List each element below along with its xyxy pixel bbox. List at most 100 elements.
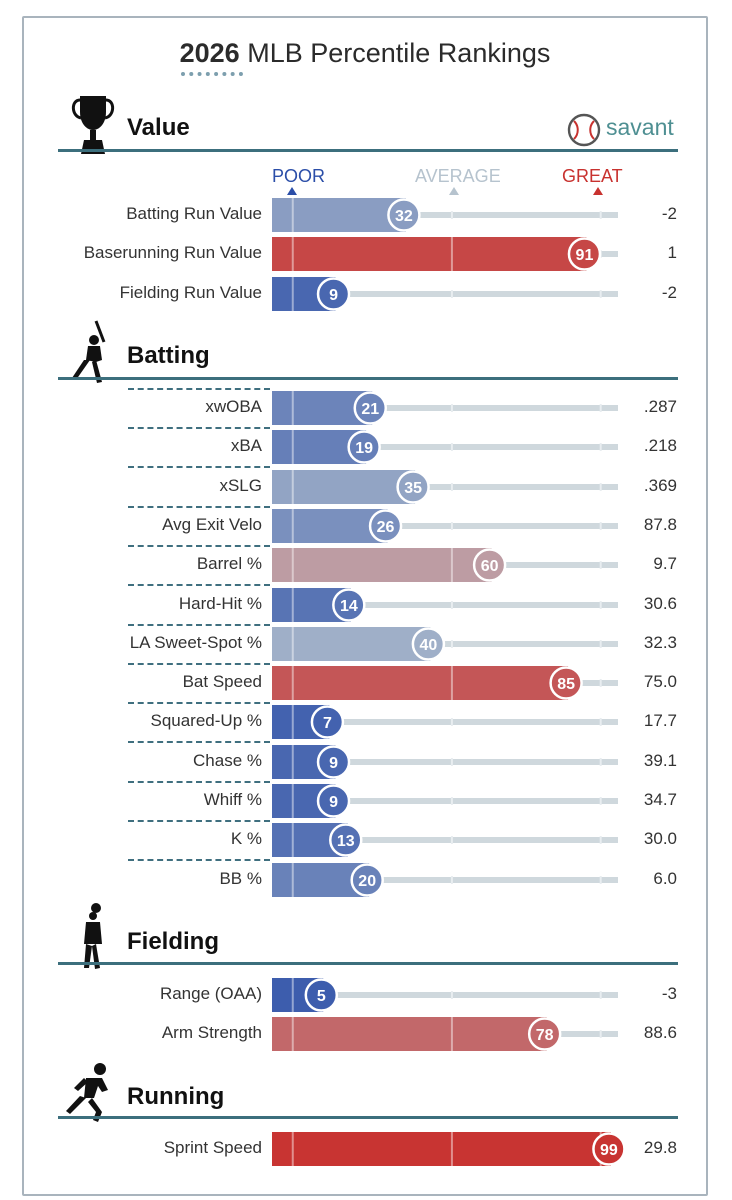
row-separator: [128, 623, 270, 626]
bar-gridline: [291, 391, 294, 425]
row-label-range-oaa: Range (OAA): [159, 984, 262, 1003]
bar-xba: 19: [272, 430, 618, 465]
track-tick: [599, 289, 602, 298]
track-tick: [450, 600, 453, 609]
stat-value-range-oaa: -3: [661, 984, 677, 1003]
percentile-label-chase: 9: [329, 755, 338, 772]
track-tick: [450, 797, 453, 805]
track-fielding-run-value: [272, 290, 618, 297]
bar-gridline: [291, 862, 294, 897]
batter-icon: [72, 320, 106, 383]
bar-fill-barrel: [272, 548, 492, 583]
stat-value-arm-strength: 88.6: [643, 1023, 677, 1043]
track-tick: [450, 639, 453, 648]
track-tick: [599, 836, 602, 845]
stat-value-sprint-speed: 29.8: [643, 1138, 677, 1157]
row-separator: [128, 859, 270, 862]
percentile-label-xwoba: 21: [361, 401, 379, 418]
stat-value-la-sweet-spot: 32.3: [643, 632, 677, 652]
percentile-marker-k: [329, 823, 363, 858]
row-label-chase: Chase %: [193, 750, 262, 770]
percentile-marker-bat-speed: [549, 666, 583, 700]
percentile-label-la-sweet-spot: 40: [420, 637, 438, 654]
title-underline: [181, 72, 243, 76]
bar-baserunning-run-value: 91: [272, 237, 618, 272]
percentile-marker-batting-run-value: [387, 198, 421, 232]
track-batting-run-value: [272, 212, 618, 218]
percentile-marker-whiff: [316, 784, 351, 818]
percentile-label-arm-strength: 78: [536, 1027, 554, 1044]
percentile-marker-hard-hit: [332, 587, 366, 622]
track-tick: [450, 757, 453, 766]
bar-fielding-run-value: 9: [272, 276, 618, 311]
track-tick: [599, 797, 602, 805]
percentile-marker-xba: [347, 430, 381, 465]
row-separator: [128, 662, 270, 665]
bar-gridline: [291, 198, 294, 232]
track-chase: [272, 758, 618, 765]
chart-title: 2026 MLB Percentile Rankings: [24, 38, 706, 69]
track-whiff: [272, 798, 618, 804]
row-label-batting-run-value: Batting Run Value: [126, 204, 262, 223]
bar-gridline: [291, 705, 294, 740]
row-label-bat-speed: Bat Speed: [182, 672, 262, 692]
bar-k: 13: [272, 823, 618, 858]
bar-squared-up: 7: [272, 705, 618, 740]
track-squared-up: [272, 719, 618, 726]
percentile-label-whiff: 9: [329, 794, 338, 811]
bar-gridline: [291, 276, 294, 311]
row-separator: [128, 820, 270, 822]
track-range-oaa: [272, 992, 618, 998]
stat-value-xwoba: .287: [643, 397, 677, 416]
percentile-label-xba: 19: [355, 440, 373, 457]
bar-gridline: [291, 784, 294, 818]
track-tick: [599, 600, 602, 609]
stat-value-xslg: .369: [643, 475, 677, 495]
stat-value-barrel: 9.7: [653, 554, 677, 574]
bar-gridline: [450, 1017, 453, 1052]
bar-fill-arm-strength: [272, 1017, 547, 1052]
bar-gridline: [291, 587, 294, 622]
track-tick: [599, 482, 602, 491]
section-title-value: Value: [127, 114, 190, 141]
stat-value-fielding-run-value: -2: [661, 282, 677, 302]
bar-sprint-speed: 99: [272, 1132, 626, 1166]
stat-value-avg-exit-velo: 87.8: [643, 514, 677, 534]
bar-barrel: 60: [272, 548, 618, 583]
bar-gridline: [450, 237, 453, 272]
runner-icon: [66, 1063, 108, 1122]
row-separator: [128, 466, 270, 469]
bar-gridline: [291, 1132, 294, 1166]
bar-whiff: 9: [272, 784, 618, 818]
bar-range-oaa: 5: [272, 978, 618, 1012]
track-tick: [450, 404, 453, 412]
track-tick: [450, 718, 453, 727]
stat-value-squared-up: 17.7: [643, 711, 677, 731]
track-k: [272, 837, 618, 844]
bar-hard-hit: 14: [272, 587, 618, 622]
section-rule-batting: [58, 377, 678, 380]
percentile-label-avg-exit-velo: 26: [377, 519, 395, 536]
row-label-fielding-run-value: Fielding Run Value: [119, 282, 262, 302]
percentile-label-xslg: 35: [404, 480, 422, 497]
bar-gridline: [291, 430, 294, 465]
percentile-marker-squared-up: [310, 705, 345, 740]
scale-poor: POOR: [272, 166, 326, 186]
track-hard-hit: [272, 601, 618, 608]
percentile-marker-chase: [316, 744, 351, 779]
stat-value-xba: .218: [643, 436, 677, 456]
percentile-marker-xwoba: [353, 391, 388, 425]
track-tick: [450, 289, 453, 298]
row-separator: [128, 584, 270, 587]
percentile-label-hard-hit: 14: [340, 598, 358, 615]
bar-gridline: [291, 823, 294, 858]
stat-value-k: 30.0: [643, 829, 677, 849]
scale-average: AVERAGE: [415, 166, 501, 186]
percentile-marker-baserunning-run-value: [567, 237, 602, 272]
savant-logo-text: savant: [606, 114, 674, 140]
track-avg-exit-velo: [272, 522, 618, 529]
percentile-label-baserunning-run-value: 91: [576, 247, 594, 264]
track-tick: [599, 404, 602, 412]
percentile-marker-la-sweet-spot: [411, 627, 446, 661]
row-separator: [128, 427, 270, 429]
